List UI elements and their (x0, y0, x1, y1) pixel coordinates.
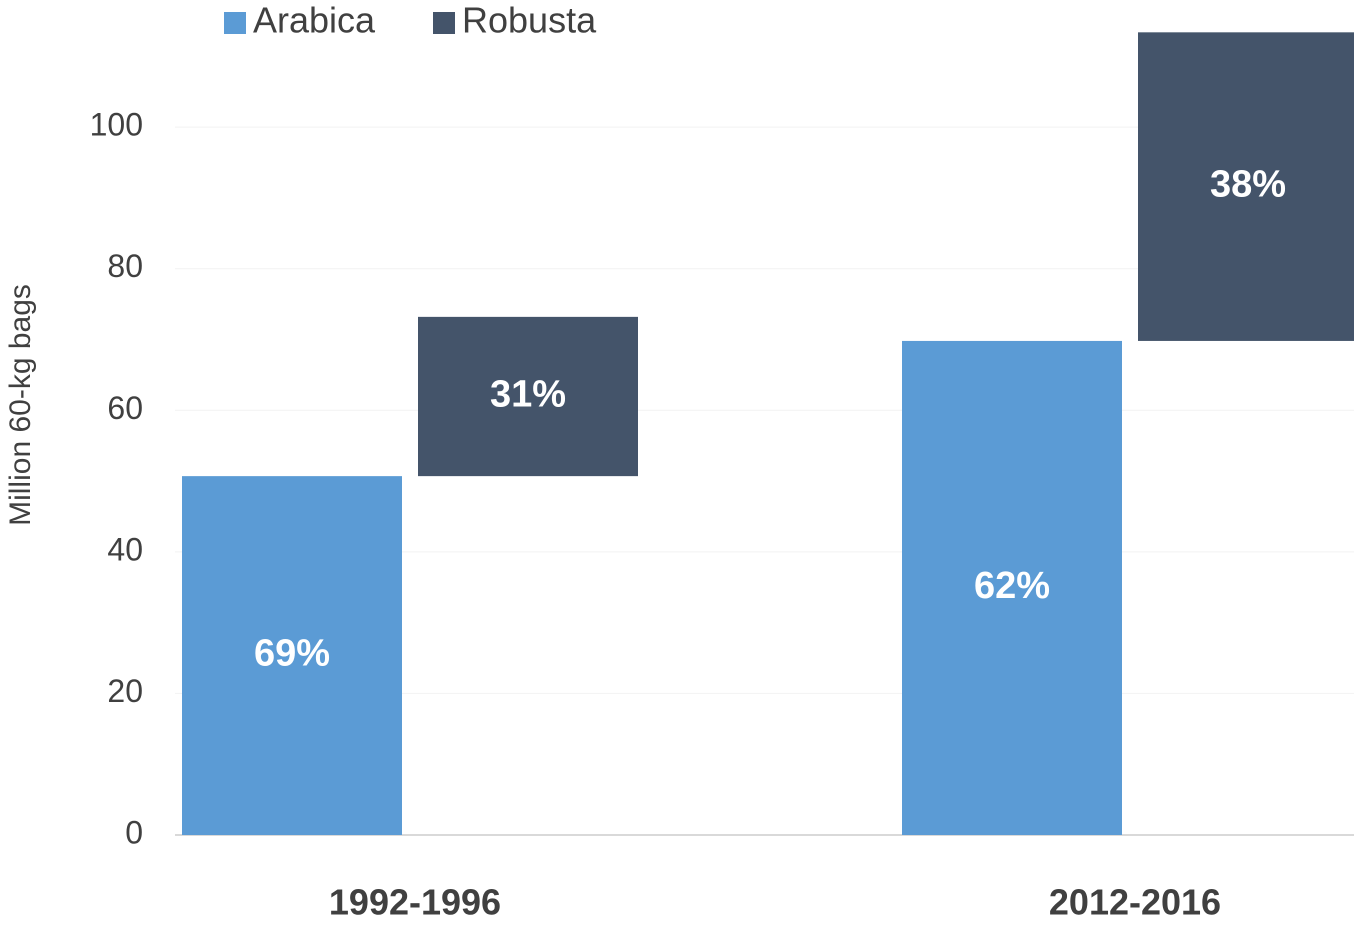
bar (902, 340, 1122, 835)
bar (182, 476, 402, 835)
legend-label: Arabica (253, 0, 376, 41)
data-label: 69% (254, 633, 330, 675)
y-tick-label: 0 (125, 814, 143, 850)
bar (418, 316, 638, 477)
x-tick-label: 1992-1996 (329, 882, 501, 923)
y-tick-label: 100 (90, 107, 143, 143)
data-label: 38% (1210, 164, 1286, 206)
bar (1138, 32, 1354, 341)
y-tick-label: 80 (107, 248, 143, 284)
legend-swatch (433, 12, 455, 34)
y-tick-label: 40 (107, 531, 143, 567)
legend-label: Robusta (462, 0, 597, 41)
y-tick-label: 20 (107, 673, 143, 709)
y-tick-label: 60 (107, 390, 143, 426)
data-label: 62% (974, 565, 1050, 607)
legend-swatch (224, 12, 246, 34)
data-label: 31% (490, 374, 566, 416)
y-axis-title: Million 60-kg bags (4, 284, 37, 526)
x-tick-label: 2012-2016 (1049, 882, 1221, 923)
